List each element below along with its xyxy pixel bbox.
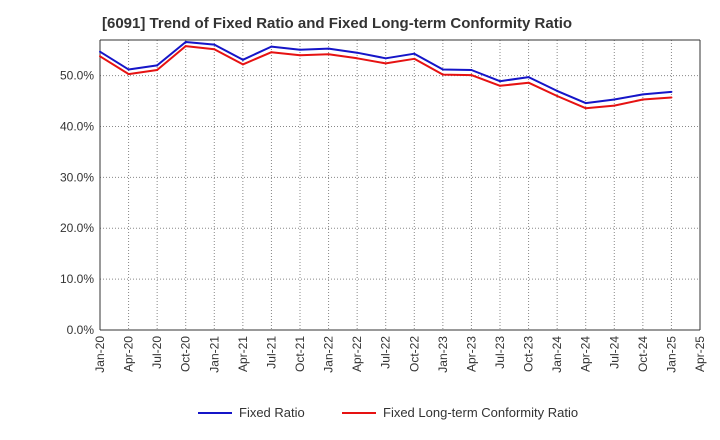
data-point — [527, 76, 530, 79]
x-tick-label: Jul-22 — [379, 336, 393, 369]
data-point — [99, 50, 101, 53]
y-tick-label: 10.0% — [60, 272, 94, 286]
x-tick-label: Jan-22 — [322, 336, 336, 373]
data-point — [213, 43, 216, 46]
data-point — [184, 41, 187, 44]
y-tick-label: 30.0% — [60, 170, 94, 184]
x-tick-label: Jan-24 — [550, 336, 564, 373]
legend-label-fixed-long-term-conformity-ratio: Fixed Long-term Conformity Ratio — [383, 405, 579, 420]
data-point — [613, 104, 616, 107]
data-point — [499, 80, 501, 83]
data-point — [641, 93, 644, 96]
data-point — [670, 96, 673, 99]
data-point — [327, 53, 330, 56]
data-point — [584, 107, 587, 110]
data-point — [99, 55, 101, 58]
x-tick-label: Apr-22 — [350, 336, 364, 372]
y-tick-label: 20.0% — [60, 221, 94, 235]
x-tick-label: Oct-23 — [522, 336, 536, 372]
x-tick-label: Oct-22 — [407, 336, 421, 372]
data-point — [556, 94, 559, 97]
data-point — [299, 54, 301, 57]
data-point — [270, 51, 273, 54]
data-point — [441, 73, 444, 76]
data-point — [213, 48, 216, 51]
y-tick-label: 40.0% — [60, 119, 94, 133]
data-point — [499, 84, 501, 87]
legend-swatch-fixed-ratio — [198, 411, 232, 414]
legend-item-fixed-ratio: Fixed Ratio — [198, 405, 305, 420]
chart-title: [6091] Trend of Fixed Ratio and Fixed Lo… — [102, 15, 573, 32]
data-point — [413, 52, 416, 55]
data-point — [327, 47, 330, 50]
data-point — [413, 57, 416, 60]
data-point — [470, 69, 473, 72]
x-tick-label: Jul-20 — [150, 336, 164, 369]
data-point — [299, 48, 301, 51]
x-tick-label: Oct-21 — [293, 336, 307, 372]
data-point — [127, 68, 130, 71]
data-point — [356, 51, 359, 54]
x-tick-label: Oct-20 — [179, 336, 193, 372]
x-tick-label: Jan-25 — [664, 336, 678, 373]
x-tick-label: Jul-24 — [607, 336, 621, 369]
legend-label-fixed-ratio: Fixed Ratio — [239, 405, 305, 420]
data-point — [470, 74, 473, 77]
data-point — [384, 57, 387, 60]
data-point — [670, 90, 673, 93]
x-tick-label: Jan-23 — [436, 336, 450, 373]
data-point — [241, 58, 244, 61]
data-point — [156, 69, 159, 72]
data-point — [127, 73, 130, 76]
x-tick-label: Apr-24 — [579, 336, 593, 372]
data-point — [270, 45, 273, 48]
x-tick-label: Jul-23 — [493, 336, 507, 369]
data-point — [384, 62, 387, 65]
legend: Fixed Ratio Fixed Long-term Conformity R… — [0, 405, 720, 425]
data-point — [613, 98, 616, 101]
x-tick-label: Jan-21 — [207, 336, 221, 373]
legend-swatch-fixed-long-term-conformity-ratio — [342, 411, 376, 414]
x-tick-label: Apr-20 — [122, 336, 136, 372]
x-tick-label: Oct-24 — [636, 336, 650, 372]
data-point — [241, 63, 244, 66]
x-tick-label: Apr-23 — [464, 336, 478, 372]
y-tick-label: 50.0% — [60, 69, 94, 83]
data-point — [356, 57, 359, 60]
data-point — [184, 45, 187, 48]
x-tick-label: Jan-20 — [93, 336, 107, 373]
data-point — [641, 98, 644, 101]
x-tick-label: Apr-21 — [236, 336, 250, 372]
data-point — [556, 89, 559, 92]
plot-area — [100, 40, 700, 330]
data-point — [441, 68, 444, 71]
x-tick-label: Jul-21 — [264, 336, 278, 369]
data-point — [584, 102, 587, 105]
y-tick-label: 0.0% — [67, 323, 95, 337]
x-tick-label: Apr-25 — [693, 336, 707, 372]
legend-item-fixed-long-term-conformity-ratio: Fixed Long-term Conformity Ratio — [342, 405, 578, 420]
data-point — [527, 81, 530, 84]
data-point — [156, 64, 159, 67]
